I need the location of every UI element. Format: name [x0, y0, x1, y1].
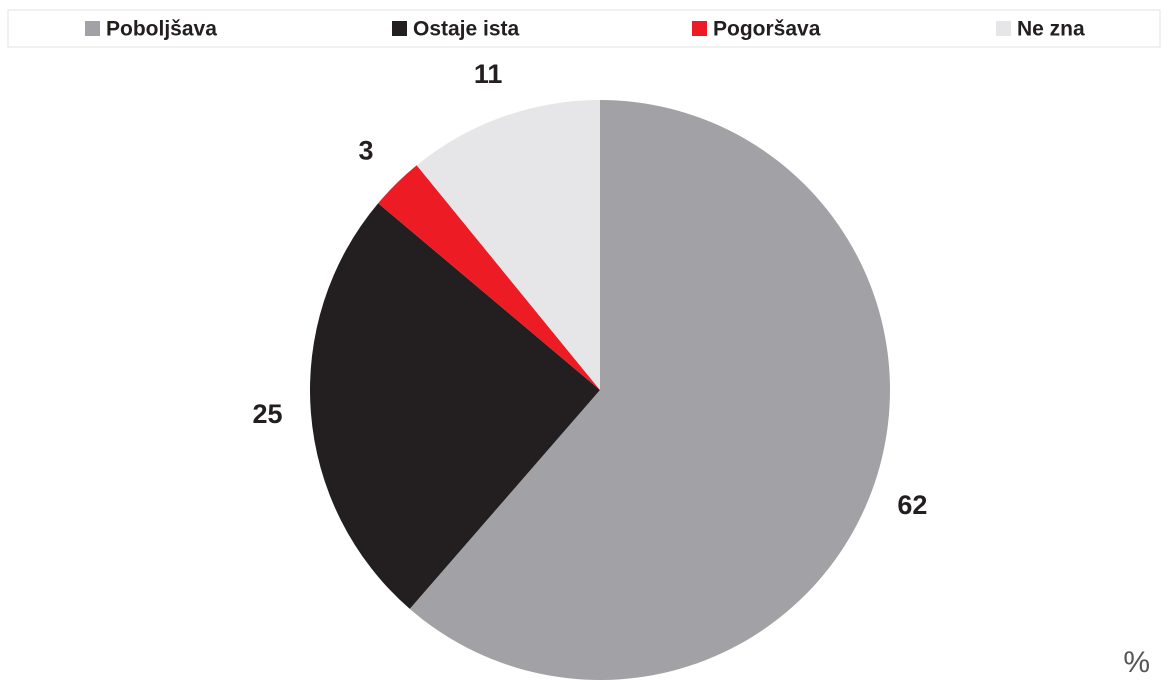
- pie-slice: [416, 100, 600, 390]
- legend-swatch: [996, 21, 1011, 36]
- legend-label: Poboljšava: [106, 18, 217, 41]
- pie-slice: [378, 165, 600, 390]
- pie-slice: [409, 100, 890, 680]
- data-label: 62: [897, 490, 927, 520]
- legend-label: Ostaje ista: [413, 18, 520, 41]
- legend-box: [7, 9, 1161, 48]
- data-label: 11: [474, 59, 503, 89]
- legend-swatch: [692, 21, 707, 36]
- unit-label: %: [1123, 646, 1150, 679]
- legend-swatch: [392, 21, 407, 36]
- legend-swatch: [85, 21, 100, 36]
- data-label: 25: [252, 399, 282, 429]
- legend-label: Pogoršava: [713, 18, 821, 41]
- legend-label: Ne zna: [1017, 18, 1085, 41]
- data-label: 3: [359, 135, 374, 165]
- pie-slice: [309, 203, 600, 609]
